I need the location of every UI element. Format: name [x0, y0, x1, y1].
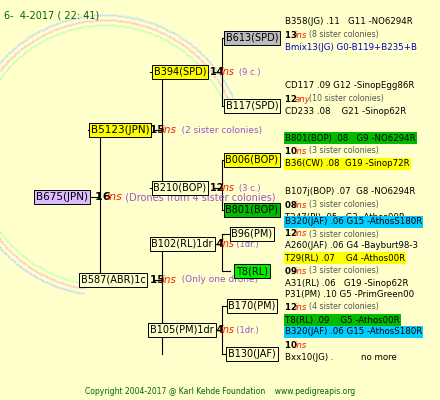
Text: B107j(BOP) .07  G8 -NO6294R: B107j(BOP) .07 G8 -NO6294R — [285, 188, 415, 196]
Text: 15: 15 — [150, 125, 168, 135]
Text: ins: ins — [294, 340, 307, 350]
Text: 10: 10 — [285, 340, 300, 350]
Text: 10: 10 — [285, 146, 300, 156]
Text: B96(PM): B96(PM) — [231, 229, 272, 239]
Text: (3 sister colonies): (3 sister colonies) — [304, 146, 379, 156]
Text: 14: 14 — [210, 325, 227, 335]
Text: (2 sister colonies): (2 sister colonies) — [173, 126, 262, 134]
Text: (Drones from 4 sister colonies): (Drones from 4 sister colonies) — [120, 192, 276, 202]
Text: B675(JPN): B675(JPN) — [36, 192, 88, 202]
Text: B613(SPD): B613(SPD) — [226, 33, 278, 43]
Text: (3 sister colonies): (3 sister colonies) — [304, 266, 379, 276]
Text: CD233 .08    G21 -Sinop62R: CD233 .08 G21 -Sinop62R — [285, 108, 406, 116]
Text: ins: ins — [161, 125, 176, 135]
Text: CD117 .09 G12 -SinopEgg86R: CD117 .09 G12 -SinopEgg86R — [285, 82, 414, 90]
Text: Bxx10(JG) .          no more: Bxx10(JG) . no more — [285, 354, 397, 362]
Text: A31(RL) .06   G19 -Sinop62R: A31(RL) .06 G19 -Sinop62R — [285, 280, 408, 288]
Text: 6-  4-2017 ( 22: 41): 6- 4-2017 ( 22: 41) — [4, 10, 99, 20]
Text: (3 c.): (3 c.) — [231, 184, 261, 192]
Text: B358(JG) .11   G11 -NO6294R: B358(JG) .11 G11 -NO6294R — [285, 18, 413, 26]
Text: 13: 13 — [285, 30, 300, 40]
Text: ins: ins — [220, 239, 235, 249]
Text: B105(PM)1dr: B105(PM)1dr — [150, 325, 214, 335]
Text: ins: ins — [294, 302, 307, 312]
Text: B587(ABR)1c: B587(ABR)1c — [81, 275, 145, 285]
Text: (3 sister colonies): (3 sister colonies) — [304, 230, 379, 238]
Text: ins: ins — [161, 275, 176, 285]
Text: (1dr.): (1dr.) — [231, 240, 259, 248]
Text: ins: ins — [294, 230, 307, 238]
Text: B394(SPD): B394(SPD) — [154, 67, 206, 77]
Text: B170(PM): B170(PM) — [228, 301, 276, 311]
Text: ins: ins — [294, 266, 307, 276]
Text: B320(JAF) .06 G15 -AthosS180R: B320(JAF) .06 G15 -AthosS180R — [285, 328, 422, 336]
Text: (Only one drone): (Only one drone) — [173, 276, 258, 284]
Text: B117(SPD): B117(SPD) — [226, 101, 279, 111]
Text: T8(RL): T8(RL) — [236, 266, 268, 276]
Text: B102(RL)1dr: B102(RL)1dr — [151, 239, 213, 249]
Text: A260(JAF) .06 G4 -Bayburt98-3: A260(JAF) .06 G4 -Bayburt98-3 — [285, 242, 418, 250]
Text: ins: ins — [220, 325, 235, 335]
Text: Copyright 2004-2017 @ Karl Kehde Foundation    www.pedigreapis.org: Copyright 2004-2017 @ Karl Kehde Foundat… — [85, 387, 355, 396]
Text: B210(BOP): B210(BOP) — [154, 183, 206, 193]
Text: ins: ins — [294, 146, 307, 156]
Text: ins: ins — [294, 200, 307, 210]
Text: B801(BOP): B801(BOP) — [225, 205, 279, 215]
Text: ins: ins — [220, 183, 235, 193]
Text: (9 c.): (9 c.) — [231, 68, 261, 76]
Text: (4 sister colonies): (4 sister colonies) — [304, 302, 379, 312]
Text: 09: 09 — [285, 266, 300, 276]
Text: ins: ins — [294, 30, 307, 40]
Text: (10 sister colonies): (10 sister colonies) — [304, 94, 384, 104]
Text: any: any — [294, 94, 310, 104]
Text: 14: 14 — [210, 239, 227, 249]
Text: B801(BOP) .08   G9 -NO6294R: B801(BOP) .08 G9 -NO6294R — [285, 134, 416, 142]
Text: B36(CW) .08  G19 -Sinop72R: B36(CW) .08 G19 -Sinop72R — [285, 160, 410, 168]
Text: P31(PM) .10 G5 -PrimGreen00: P31(PM) .10 G5 -PrimGreen00 — [285, 290, 414, 298]
Text: B006(BOP): B006(BOP) — [225, 155, 279, 165]
Text: B320(JAF) .06 G15 -AthosS180R: B320(JAF) .06 G15 -AthosS180R — [285, 218, 422, 226]
Text: B5123(JPN): B5123(JPN) — [91, 125, 149, 135]
Text: ins: ins — [220, 67, 235, 77]
Text: 08: 08 — [285, 200, 300, 210]
Text: 12: 12 — [210, 183, 227, 193]
Text: T29(RL) .07    G4 -Athos00R: T29(RL) .07 G4 -Athos00R — [285, 254, 405, 262]
Text: (3 sister colonies): (3 sister colonies) — [304, 200, 379, 210]
Text: ins: ins — [107, 192, 123, 202]
Text: 14: 14 — [210, 67, 227, 77]
Text: 12: 12 — [285, 302, 300, 312]
Text: 15: 15 — [150, 275, 168, 285]
Text: 12: 12 — [285, 94, 300, 104]
Text: 12: 12 — [285, 230, 300, 238]
Text: 16: 16 — [95, 192, 114, 202]
Text: Bmix13(JG) G0-B119+B235+B: Bmix13(JG) G0-B119+B235+B — [285, 44, 417, 52]
Text: (1dr.): (1dr.) — [231, 326, 259, 334]
Text: T8(RL) .09    G5 -Athos00R: T8(RL) .09 G5 -Athos00R — [285, 316, 400, 324]
Text: T247(PJ) .05   G3 -Athos00R: T247(PJ) .05 G3 -Athos00R — [285, 214, 405, 222]
Text: (8 sister colonies): (8 sister colonies) — [304, 30, 378, 40]
Text: B130(JAF): B130(JAF) — [228, 349, 276, 359]
